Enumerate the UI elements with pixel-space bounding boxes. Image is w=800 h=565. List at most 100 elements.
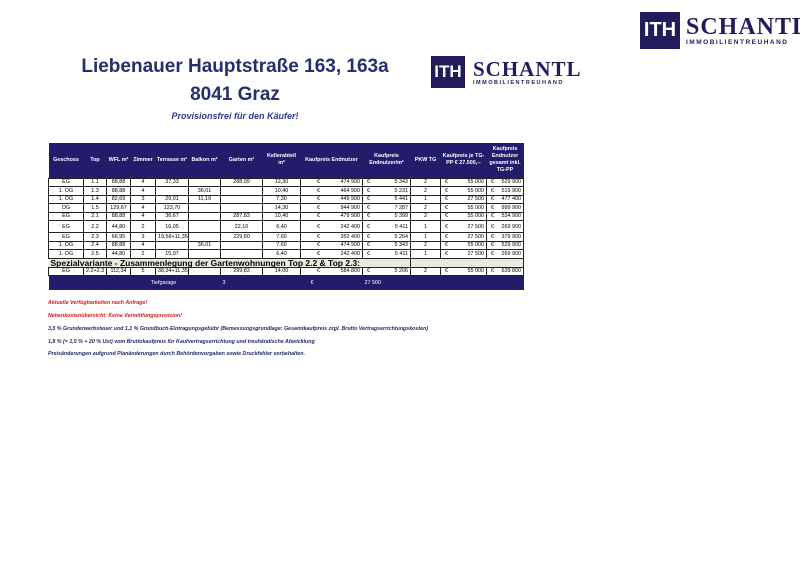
price-value: 379 900 [501, 233, 522, 240]
price-value: 529 900 [501, 179, 522, 186]
cell: 3 [130, 194, 156, 204]
cell: 10,40 [262, 211, 301, 221]
cell: €55 000 [440, 211, 487, 221]
price-value: 639 800 [501, 268, 522, 275]
price-value: 27 500 [467, 233, 485, 240]
price-value: 27 500 [467, 223, 485, 230]
cell: 7,30 [262, 194, 301, 204]
cell: 2 [410, 266, 441, 276]
cell: 22,10 [220, 220, 263, 233]
currency-symbol: € [445, 187, 448, 194]
table-row: EG 2.3 66,95 3 19,58+11,35 229,60 7,60 €352 400… [48, 232, 524, 242]
table-row: 1. OG 2.4 88,88 4 36,01 7,60 €474 900 €5 343 2 €5… [48, 240, 524, 250]
currency-symbol: € [491, 250, 494, 257]
cell: €474 900 [300, 240, 363, 250]
cell: 1.5 [83, 203, 107, 213]
cell [155, 186, 189, 196]
column-header: Kaufpreis Endnutzer gesamt inkl. TG-PP [486, 143, 524, 178]
price-value: 55 000 [467, 187, 485, 194]
cell [410, 257, 524, 268]
cell: €269 900 [486, 220, 524, 233]
table-row: 1. OG 2.5 44,80 2 15,97 6,40 €242 400 €5 411 1 €2… [48, 249, 524, 259]
logo-name: SCHANTL [473, 56, 582, 81]
cell: 44,80 [106, 249, 131, 259]
cell: 16,05 [155, 220, 189, 233]
price-value: 5 264 [394, 233, 409, 240]
garage-count: 3 [220, 275, 301, 290]
logo-mark: ITH [431, 56, 465, 88]
cell: €584 800 [300, 266, 363, 276]
cell: 112,34 [106, 266, 131, 276]
price-value: 269 900 [501, 223, 522, 230]
cell: 38,34+11,35 [155, 266, 189, 276]
price-value: 5 399 [394, 213, 409, 220]
cell: 4 [130, 211, 156, 221]
cell: 1.3 [83, 186, 107, 196]
column-header: PKW TG [410, 143, 441, 178]
column-header: Kaufpreis Endnutzer [300, 143, 363, 178]
cell: €5 343 [362, 177, 411, 187]
cell: €55 000 [440, 240, 487, 250]
note-disclaimer: Preisänderungen aufgrund Planänderungen … [48, 351, 305, 357]
price-value: 477 400 [501, 196, 522, 203]
currency-symbol: € [445, 233, 448, 240]
page-subtitle: Provisionsfrei für den Käufer! [171, 111, 299, 121]
cell: 123,70 [155, 203, 189, 213]
column-header: Terrasse m² [155, 143, 189, 178]
price-value: 5 343 [394, 242, 409, 249]
cell [188, 266, 221, 276]
cell: 129,67 [106, 203, 131, 213]
currency-symbol: € [445, 204, 448, 211]
cell: 4 [130, 203, 156, 213]
company-logo-secondary: ITH SCHANTL IMMOBILIENTREUHAND [431, 56, 582, 88]
cell: €477 400 [486, 194, 524, 204]
currency-symbol: € [491, 196, 494, 203]
currency-symbol: € [317, 223, 320, 230]
cell: €352 400 [300, 232, 363, 242]
currency-symbol: € [491, 213, 494, 220]
logo-subtitle: IMMOBILIENTREUHAND [686, 39, 789, 46]
cell: €5 441 [362, 194, 411, 204]
cell: €944 900 [300, 203, 363, 213]
cell: €27 500 [440, 249, 487, 259]
currency-symbol: € [445, 179, 448, 186]
cell: 288,09 [220, 177, 263, 187]
cell: 6,40 [262, 249, 301, 259]
table-row: EG 2.1 88,88 4 36,67 287,83 10,40 €479 900 €5 39… [48, 211, 524, 221]
cell: 1 [410, 194, 441, 204]
cell [220, 249, 263, 259]
cell: 2.4 [83, 240, 107, 250]
column-header: Zimmer [130, 143, 156, 178]
cell: DG [48, 203, 84, 213]
table-row: 1. OG 1.4 82,69 3 29,01 11,19 7,30 €449 900 €5 4… [48, 194, 524, 204]
currency-symbol: € [367, 196, 370, 203]
currency-symbol: € [367, 187, 370, 194]
price-value: 944 900 [340, 204, 361, 211]
cell: €5 231 [362, 186, 411, 196]
cell: 1 [410, 232, 441, 242]
price-value: 5 411 [394, 223, 408, 230]
currency-symbol: € [491, 179, 494, 186]
currency-symbol: € [445, 242, 448, 249]
currency-symbol: € [491, 223, 494, 230]
price-value: 584 800 [340, 268, 361, 275]
price-value: 27 500 [467, 250, 485, 257]
cell: 2 [130, 220, 156, 233]
cell: 4 [130, 240, 156, 250]
cell: 82,69 [106, 194, 131, 204]
cell [48, 275, 107, 290]
cell: €529 900 [486, 240, 524, 250]
column-header: Top [83, 143, 107, 178]
cell: €5 411 [362, 249, 411, 259]
cell: 2 [410, 240, 441, 250]
cell: €269 900 [486, 249, 524, 259]
cell: 88,88 [106, 211, 131, 221]
cell: 1. OG [48, 194, 84, 204]
currency-symbol: € [367, 242, 370, 249]
price-value: 5 231 [394, 187, 409, 194]
cell: 2.3 [83, 232, 107, 242]
cell: 2 [410, 186, 441, 196]
cell: 66,95 [106, 232, 131, 242]
cell: €27 500 [440, 194, 487, 204]
cell: €529 900 [486, 177, 524, 187]
